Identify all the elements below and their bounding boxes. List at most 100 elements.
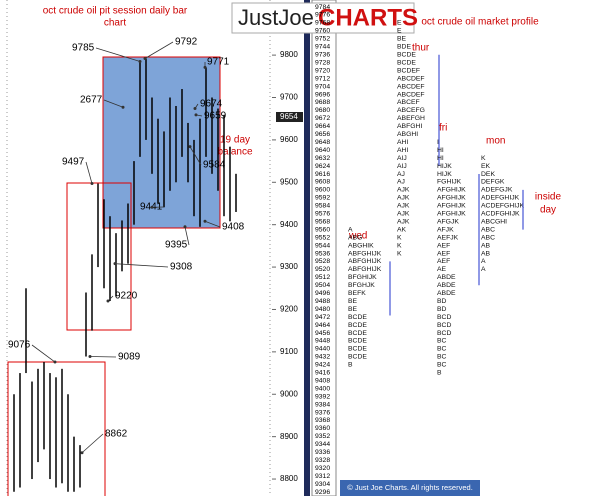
price-level: 9552	[315, 234, 330, 241]
copyright: © Just Joe Charts. All rights reserved.	[347, 483, 473, 492]
profile-row: ABCDEF	[397, 75, 425, 82]
price-level: 9384	[315, 401, 330, 408]
price-level: 9400	[315, 385, 330, 392]
price-level: 9624	[315, 163, 330, 170]
price-level: 9568	[315, 218, 330, 225]
profile-row: AJK	[397, 203, 410, 210]
price-level: 9472	[315, 314, 330, 321]
profile-row: I	[437, 139, 439, 146]
profile-row: K	[397, 242, 402, 249]
annotation-arrow	[114, 263, 169, 268]
price-level: 9744	[315, 44, 330, 51]
price-level: 9728	[315, 59, 330, 66]
price-level: 9696	[315, 91, 330, 98]
profile-row: ABGHI	[397, 131, 418, 138]
annotation: 9659	[204, 111, 227, 122]
profile-row: BFGHIJK	[348, 274, 377, 281]
price-level: 9672	[315, 115, 330, 122]
price-ladder	[311, 0, 337, 496]
range-box	[7, 361, 106, 496]
price-level: 9640	[315, 147, 330, 154]
profile-row: BCDE	[348, 314, 367, 321]
annotation: 9785	[72, 43, 95, 54]
price-level: 9600	[315, 187, 330, 194]
arrow-head	[80, 451, 84, 455]
annotation-arrow	[184, 226, 190, 246]
annotation-arrow	[204, 220, 221, 228]
price-level: 9312	[315, 473, 330, 480]
profile-row: ABFGHIJK	[348, 250, 382, 257]
annotation: 9497	[62, 157, 85, 168]
arrow-head	[203, 219, 207, 223]
y-tick-label: 9500	[280, 177, 298, 186]
axis-strip	[304, 0, 310, 496]
profile-row: ADEFGHIJK	[481, 195, 520, 202]
profile-row: A	[348, 226, 353, 233]
profile-row: ABEFGH	[397, 115, 425, 122]
profile-row: BE	[397, 36, 407, 43]
price-level: 9544	[315, 242, 330, 249]
profile-row: BCDE	[348, 346, 367, 353]
arrow-head	[53, 360, 57, 364]
annotation-arrow	[103, 99, 124, 108]
price-level: 9296	[315, 489, 330, 496]
arrow-head	[138, 59, 142, 63]
session-label: mon	[486, 136, 505, 147]
arrow-head	[106, 299, 110, 303]
profile-row: AFGHIJK	[437, 187, 466, 194]
profile-row: BDE	[397, 44, 411, 51]
arrow-head	[121, 105, 125, 109]
annotation: 9308	[170, 262, 193, 273]
profile-row: ABC	[481, 226, 495, 233]
price-level: 9776	[315, 12, 330, 19]
price-level: 9456	[315, 330, 330, 337]
profile-row: ABFGHIJK	[348, 258, 382, 265]
annotation: 9674	[200, 99, 223, 110]
profile-row: AIJ	[397, 163, 407, 170]
profile-row: ADEFGJK	[481, 187, 513, 194]
profile-row: ABCEFG	[397, 107, 425, 114]
annotation-arrow	[31, 344, 56, 363]
price-level: 9528	[315, 258, 330, 265]
annotation-arrow	[95, 47, 141, 62]
price-level: 9520	[315, 266, 330, 273]
y-tick-label: 9000	[280, 389, 298, 398]
profile-row: AIJ	[397, 155, 407, 162]
profile-row: B	[437, 370, 442, 377]
profile-row: AJK	[397, 218, 410, 225]
price-level: 9752	[315, 36, 330, 43]
copyright-bar	[340, 480, 480, 496]
y-tick-label: 9700	[280, 93, 298, 102]
session-label: thur	[412, 43, 430, 54]
profile-row: E	[397, 28, 402, 35]
price-level: 9704	[315, 83, 330, 90]
price-level: 9784	[315, 4, 330, 11]
profile-row: AFGHIJK	[437, 211, 466, 218]
profile-row: BEFK	[348, 290, 366, 297]
price-level: 9368	[315, 417, 330, 424]
profile-row: AJ	[397, 171, 405, 178]
price-level: 9408	[315, 377, 330, 384]
profile-row: BC	[437, 346, 447, 353]
price-level: 9632	[315, 155, 330, 162]
price-level: 9440	[315, 346, 330, 353]
price-level: 9560	[315, 226, 330, 233]
annotation: 9584	[203, 160, 226, 171]
price-level: 9432	[315, 354, 330, 361]
arrow-head	[143, 57, 147, 61]
profile-row: ABCGHI	[481, 218, 507, 225]
profile-row: AEFJK	[437, 234, 459, 241]
profile-row: BC	[437, 362, 447, 369]
profile-row: EK	[481, 163, 491, 170]
profile-row: FGHIJK	[437, 179, 462, 186]
profile-row: DEFGK	[481, 179, 505, 186]
price-level: 9504	[315, 282, 330, 289]
price-level: 9416	[315, 370, 330, 377]
logo-box	[231, 2, 415, 34]
price-level: 9488	[315, 298, 330, 305]
y-tick-label: 8800	[280, 474, 298, 483]
profile-row: BC	[437, 354, 447, 361]
last-price-box	[276, 112, 303, 123]
session-label: fri	[439, 123, 447, 134]
